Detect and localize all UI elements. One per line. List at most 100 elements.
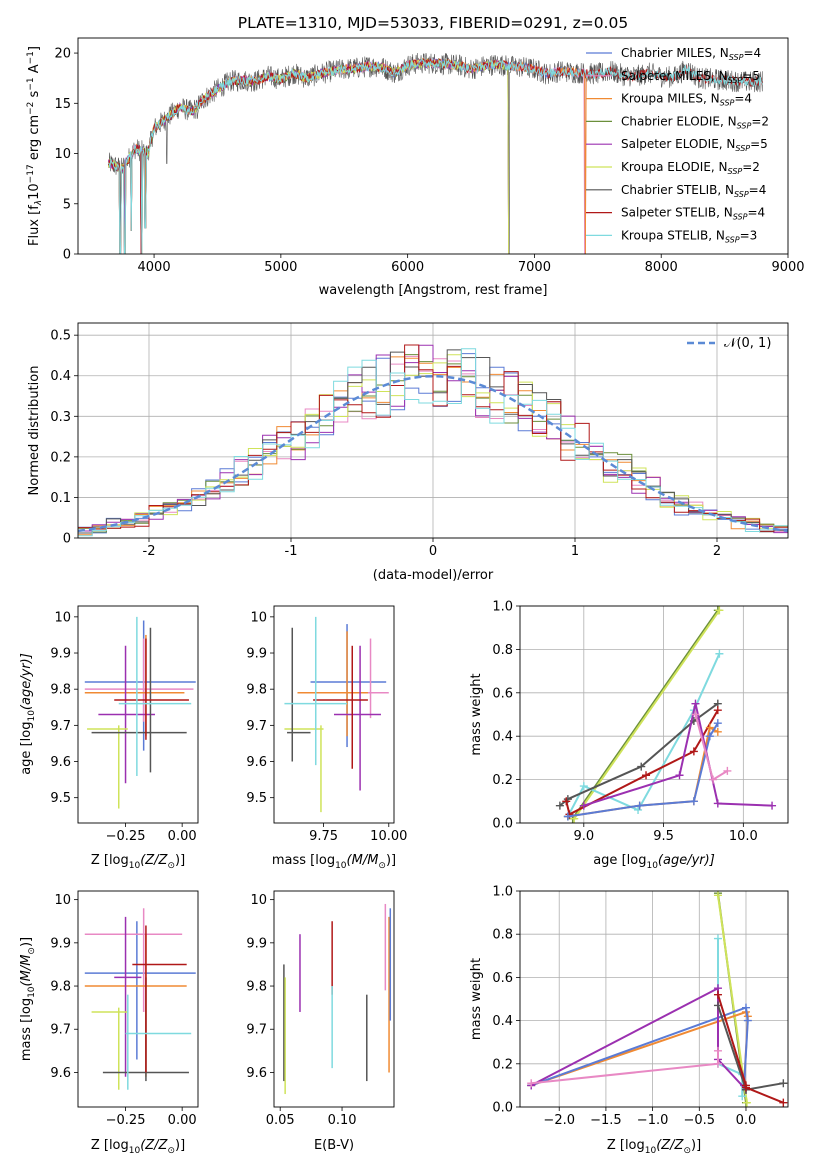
y-tick-label: 9.7	[50, 1023, 71, 1038]
age-vs-mass-frame	[273, 605, 395, 824]
weight-marker	[743, 1016, 752, 1025]
residuals-frame	[77, 322, 789, 539]
weight-vs-Z-axes: −2.0 −1.5 −1.0 −0.5 0.0 0.0 0.2 0.4 0.6 0.8 1.0	[492, 885, 788, 1128]
weight-marker	[642, 771, 651, 780]
x-tick-label: 9000	[771, 260, 804, 275]
y-tick-label: 9.8	[246, 683, 267, 698]
y-tick-label: 0.0	[492, 817, 513, 832]
y-tick-label: 10	[250, 893, 267, 908]
weight-marker	[563, 812, 572, 821]
x-tick-label: 9.75	[309, 829, 338, 844]
spectrum-line-3	[107, 58, 510, 254]
x-tick-label: −0.5	[684, 1113, 716, 1128]
weight-marker	[715, 649, 724, 658]
weight-marker	[579, 801, 588, 810]
weight-marker	[527, 1079, 536, 1088]
y-tick-label: 9.9	[50, 647, 71, 662]
residual-histogram-7	[78, 344, 788, 532]
weight-line-1	[573, 609, 721, 820]
legend-entry: Chabrier STELIB, NSSP=4	[621, 183, 766, 199]
y-tick-label: 9.9	[50, 936, 71, 951]
residuals-x-axis-label: (data-model)/error	[373, 568, 494, 583]
weight-line-7	[583, 702, 773, 807]
y-tick-label: 0.2	[50, 450, 71, 465]
weight-marker	[579, 782, 588, 791]
weight-vs-age-ylabel-axis-label: mass weight	[469, 673, 484, 755]
mass-vs-EBV-xlabel-axis-label: E(B-V)	[314, 1138, 354, 1153]
age-vs-Z-plot-area	[84, 616, 196, 809]
weight-marker	[705, 732, 714, 741]
weight-marker	[741, 1003, 750, 1012]
spectrum-line-6	[108, 52, 763, 254]
age-vs-Z-frame	[77, 605, 199, 824]
legend-entry: Salpeter MILES, NSSP=5	[621, 69, 760, 85]
y-tick-label: 9.8	[50, 980, 71, 995]
age-vs-mass-plot-area	[284, 616, 389, 813]
spectrum-x-axis-label: wavelength [Angstrom, rest frame]	[319, 283, 548, 298]
x-tick-label: −0.25	[106, 1113, 146, 1128]
mass-vs-Z-plot-area	[84, 908, 196, 1090]
x-tick-label: 6000	[391, 260, 424, 275]
weight-marker	[713, 990, 722, 999]
weight-marker	[713, 799, 722, 808]
y-tick-label: 0.4	[492, 1014, 513, 1029]
x-tick-label: 0.10	[328, 1113, 357, 1128]
y-tick-label: 1.0	[492, 885, 513, 900]
weight-marker	[691, 699, 700, 708]
y-tick-label: 0.2	[492, 773, 513, 788]
y-tick-label: 0.4	[492, 730, 513, 745]
y-tick-label: 9.6	[50, 755, 71, 770]
x-tick-label: -1	[285, 544, 298, 559]
y-tick-label: 1.0	[492, 600, 513, 615]
weight-line-5	[530, 987, 747, 1091]
weight-vs-age-axes: 9.0 9.5 10.0 0.0 0.2 0.4 0.6 0.8 1.0	[492, 600, 788, 844]
y-tick-label: 9.8	[50, 683, 71, 698]
age-vs-Z-xlabel-axis-label: Z [log10(Z/Z⊙)]	[91, 853, 185, 871]
weight-marker	[709, 775, 718, 784]
y-tick-label: 15	[54, 97, 71, 112]
x-tick-label: 9.5	[653, 829, 674, 844]
weight-marker	[713, 934, 722, 943]
legend-entry: Kroupa STELIB, NSSP=3	[621, 228, 757, 244]
mass-vs-Z-axes: −0.25 0.00 9.6 9.7 9.8 9.9 10	[50, 893, 196, 1128]
weight-vs-Z-plot-area	[527, 891, 788, 1107]
weight-marker	[635, 801, 644, 810]
x-tick-label: 10.0	[729, 829, 758, 844]
weight-vs-age-plot-area	[555, 606, 777, 823]
spectrum-line-0	[108, 58, 589, 254]
residuals-plot-area	[78, 344, 788, 537]
y-tick-label: 0.6	[492, 686, 513, 701]
age-vs-mass-xlabel-axis-label: mass [log10(M/M⊙)]	[272, 853, 396, 871]
spectrum-frame	[77, 37, 789, 255]
y-tick-label: 9.7	[246, 719, 267, 734]
weight-marker	[691, 710, 700, 719]
x-tick-label: 0.00	[168, 829, 197, 844]
gaussian-curve	[78, 374, 788, 533]
x-tick-label: −2.0	[543, 1113, 575, 1128]
y-tick-label: 9.6	[246, 1066, 267, 1081]
weight-marker	[713, 727, 722, 736]
spectrum-line-1	[107, 58, 588, 254]
x-tick-label: 0	[429, 544, 437, 559]
weight-marker	[705, 723, 714, 732]
weight-marker	[713, 719, 722, 728]
spectrum-line-2	[107, 57, 589, 254]
weight-marker	[637, 762, 646, 771]
y-tick-label: 20	[54, 47, 71, 62]
weight-vs-age-frame	[519, 605, 789, 824]
x-tick-label: 0.05	[266, 1113, 295, 1128]
y-tick-label: 10	[54, 147, 71, 162]
weight-marker	[723, 766, 732, 775]
weight-marker	[779, 1079, 788, 1088]
y-tick-label: 0.3	[50, 410, 71, 425]
mass-vs-Z-frame	[77, 890, 199, 1108]
legend-entry: Chabrier MILES, NSSP=4	[621, 46, 761, 62]
weight-marker	[634, 805, 643, 814]
y-tick-label: 0.8	[492, 643, 513, 658]
weight-marker	[689, 747, 698, 756]
weight-marker	[555, 801, 564, 810]
spectrum-line-5	[107, 57, 510, 254]
y-tick-label: 9.5	[50, 791, 71, 806]
weight-line-4	[530, 1006, 749, 1087]
